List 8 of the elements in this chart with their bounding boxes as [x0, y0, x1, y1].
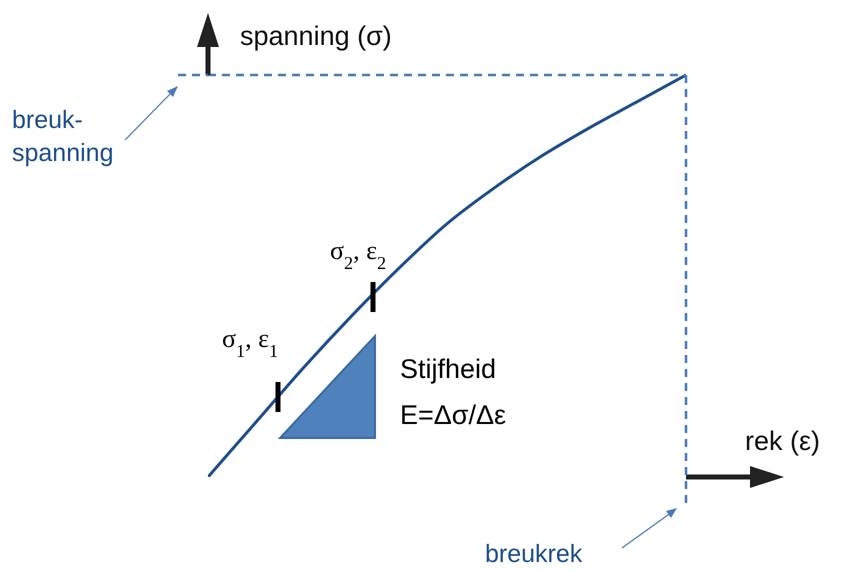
annotation: E=Δσ/Δε — [400, 400, 506, 430]
annotation: σ$_{2}$, ε$_{2}$ — [330, 236, 386, 273]
annotation: Stijfheid — [400, 354, 496, 384]
annotation: σ$_{1}$, ε$_{1}$ — [222, 324, 278, 361]
text: breukrek — [485, 540, 582, 568]
legend-label: breuk- spanning — [12, 106, 114, 167]
x-axis-title: rek (ε) — [745, 426, 820, 456]
y-axis-title: spanning (σ) — [240, 21, 392, 51]
